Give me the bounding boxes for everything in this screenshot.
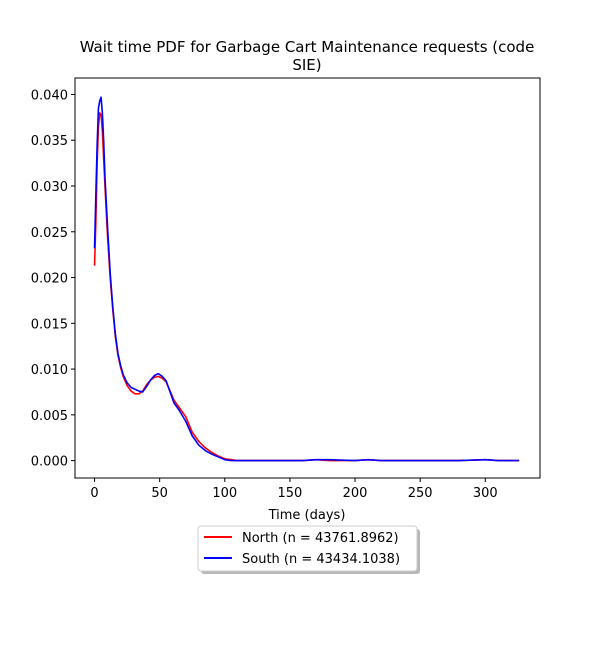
y-tick-label: 0.040 [31, 88, 68, 103]
legend-label-north: North (n = 43761.8962) [242, 531, 399, 546]
x-tick-label: 200 [343, 486, 368, 501]
y-tick-label: 0.000 [31, 455, 68, 470]
y-tick-label: 0.015 [31, 317, 68, 332]
x-tick-label: 100 [212, 486, 237, 501]
y-tick-label: 0.035 [31, 134, 68, 149]
y-axis: 0.000 0.005 0.010 0.015 0.020 0.025 0.030 0.035… [31, 88, 75, 470]
x-tick-label: 0 [90, 486, 98, 501]
y-tick-label: 0.005 [31, 409, 68, 424]
x-tick-label: 300 [473, 486, 498, 501]
x-tick-label: 50 [151, 486, 168, 501]
legend-label-south: South (n = 43434.1038) [242, 552, 400, 567]
x-tick-label: 150 [278, 486, 303, 501]
y-tick-label: 0.030 [31, 180, 68, 195]
x-axis: 0 50 100 150 200 250 300 [90, 478, 498, 501]
x-tick-label: 250 [408, 486, 433, 501]
legend: North (n = 43761.8962) South (n = 43434.… [197, 525, 420, 574]
plot-area [93, 96, 520, 462]
x-axis-label: Time (days) [268, 508, 346, 523]
y-tick-label: 0.010 [31, 363, 68, 378]
series-line-south [93, 96, 520, 462]
legend-box [197, 525, 418, 572]
y-tick-label: 0.020 [31, 272, 68, 287]
chart-title-line-2: SIE) [292, 56, 321, 74]
chart-title-line-1: Wait time PDF for Garbage Cart Maintenan… [80, 38, 535, 56]
y-tick-label: 0.025 [31, 226, 68, 241]
